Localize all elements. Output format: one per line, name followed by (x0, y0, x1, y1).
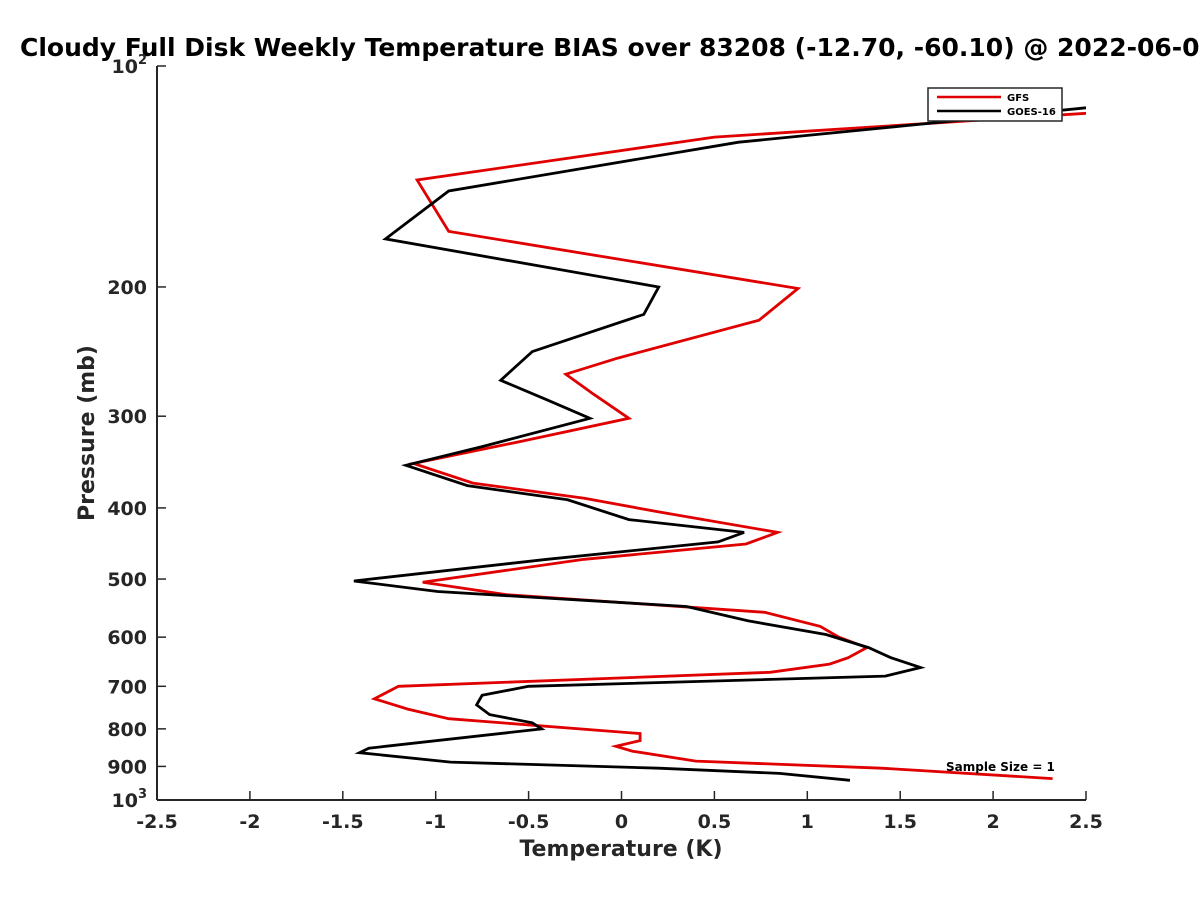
x-tick-label: -2 (239, 811, 260, 833)
y-axis-label: Pressure (mb) (75, 345, 100, 521)
y-tick-label: 102 (112, 53, 148, 78)
x-tick-label: 1.5 (883, 811, 917, 833)
x-tick-label: -1 (425, 811, 446, 833)
chart-title: Cloudy Full Disk Weekly Temperature BIAS… (20, 33, 1200, 62)
series-lines (353, 106, 1086, 782)
x-tick-label: 0.5 (698, 811, 732, 833)
legend: GFS GOES-16 (927, 87, 1063, 122)
x-tick-label: 2.5 (1069, 811, 1103, 833)
legend-label: GFS (1007, 93, 1029, 104)
series-line-gfs (370, 111, 1086, 780)
x-tick-label: -0.5 (508, 811, 550, 833)
x-tick-label: -1.5 (322, 811, 364, 833)
x-ticks: -2.5 -2 -1.5 -1 -0.5 0 0.5 1 1.5 2 2.5 (136, 791, 1103, 833)
x-tick-label: -2.5 (136, 811, 178, 833)
y-tick-label: 800 (107, 719, 147, 741)
x-tick-label: 0 (615, 811, 628, 833)
legend-box (927, 87, 1063, 122)
x-tick-label: 2 (986, 811, 999, 833)
y-tick-label: 700 (107, 676, 147, 698)
y-tick-label: 600 (107, 627, 147, 649)
plot-area: -2.5 -2 -1.5 -1 -0.5 0 0.5 1 1.5 2 2.5 102 200 300 40… (107, 53, 1103, 833)
sample-size-annotation: Sample Size = 1 (946, 760, 1055, 774)
y-tick-label: 200 (107, 277, 147, 299)
y-ticks: 102 200 300 400 500 600 700 800 900 103 (107, 53, 166, 812)
series-line-goes-16 (353, 106, 1086, 782)
y-tick-label: 400 (107, 498, 147, 520)
x-tick-label: 1 (801, 811, 814, 833)
y-tick-label: 500 (107, 569, 147, 591)
y-tick-label: 900 (107, 756, 147, 778)
y-tick-label: 103 (112, 787, 148, 812)
x-axis-label: Temperature (K) (519, 837, 722, 862)
y-tick-label: 300 (107, 406, 147, 428)
legend-label: GOES-16 (1007, 107, 1056, 118)
